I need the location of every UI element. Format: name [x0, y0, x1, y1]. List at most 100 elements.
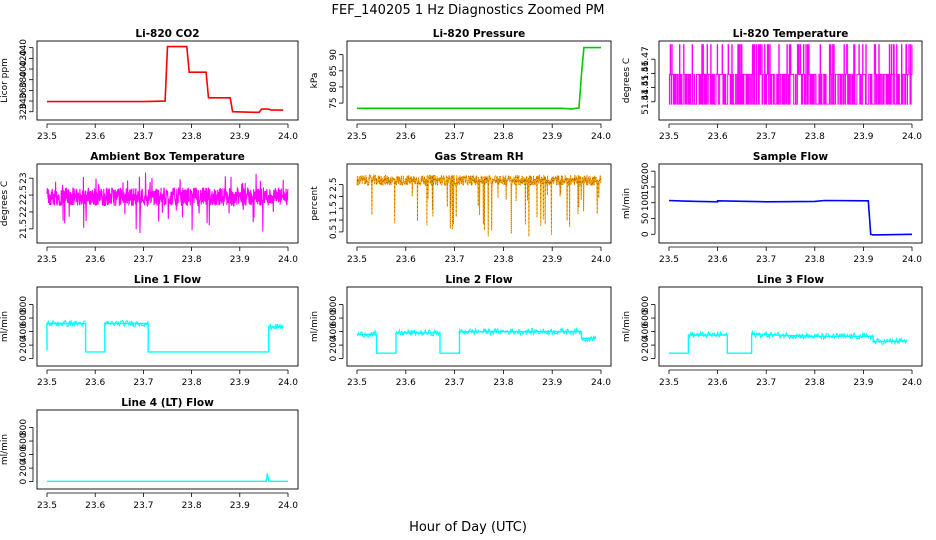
x-axis: 23.5 23.6 23.7 23.8 23.9 24.0: [37, 246, 298, 265]
series-group: [356, 173, 602, 237]
y-tick-label: 400: [641, 323, 651, 340]
panel-4: Ambient Box Temperature 23.5 23.6 23.7 23.8 2…: [0, 151, 299, 265]
series-group: [47, 45, 284, 114]
x-tick-label: 23.5: [37, 132, 57, 142]
x-axis: 23.5 23.6 23.7 23.8 23.9 24.0: [659, 246, 922, 265]
panel-title: Line 3 Flow: [757, 274, 824, 286]
y-tick-label: 800: [641, 296, 651, 313]
plot-frame: [658, 286, 923, 367]
y-tick-label: 51.47: [641, 46, 651, 72]
y-tick-label: 800: [19, 419, 29, 436]
y-tick-label: 51.46: [641, 60, 651, 86]
x-tick-label: 23.5: [37, 255, 57, 265]
x-tick-label: 23.5: [347, 378, 367, 388]
y-tick-label: 380: [19, 71, 29, 88]
y-axis-label: ml/min: [310, 311, 320, 342]
series-line: [47, 473, 288, 482]
y-tick-label: 2.5: [329, 177, 339, 191]
series-line: [668, 44, 913, 105]
series-noise: [46, 319, 284, 332]
y-tick-label: 600: [641, 309, 651, 326]
plot-frame: [346, 40, 612, 121]
y-tick-label: 440: [19, 39, 29, 56]
x-axis: 23.5 23.6 23.7 23.8 23.9 24.0: [659, 123, 922, 142]
y-tick-label: 320: [19, 103, 29, 120]
y-tick-label: 23: [19, 172, 29, 183]
panel-title: Li-820 Pressure: [433, 28, 526, 40]
y-tick-label: 400: [329, 323, 339, 340]
x-tick-label: 24.0: [591, 378, 611, 388]
plot-frame: [36, 40, 299, 121]
x-tick-label: 23.7: [133, 132, 153, 142]
y-tick-label: 90: [329, 49, 339, 61]
y-tick-label: 200: [19, 336, 29, 353]
x-tick-label: 23.8: [493, 132, 513, 142]
x-tick-label: 23.5: [659, 255, 679, 265]
x-tick-label: 23.9: [853, 132, 873, 142]
x-tick-label: 23.6: [396, 132, 416, 142]
y-axis-label: ml/min: [0, 434, 10, 465]
chart-panels: Li-820 CO2 23.5 23.6 23.7 23.8 23.9 24.0 320340…: [0, 28, 923, 511]
x-tick-label: 23.9: [230, 255, 250, 265]
y-axis-label: Licor ppm: [0, 58, 10, 103]
series-group: [356, 326, 597, 354]
y-axis: 75 80 85 90: [329, 49, 344, 109]
x-tick-label: 23.9: [853, 255, 873, 265]
y-axis: 0.5 1 1.52 2.5: [329, 177, 344, 239]
y-tick-label: 150: [641, 178, 651, 195]
x-tick-label: 24.0: [902, 255, 922, 265]
y-axis-label: kPa: [310, 73, 320, 89]
x-tick-label: 23.9: [542, 255, 562, 265]
y-tick-label: 0: [329, 355, 339, 361]
panel-6: Sample Flow 23.5 23.6 23.7 23.8 23.9 24.0 0 5010…: [622, 151, 923, 265]
x-tick-label: 23.5: [659, 378, 679, 388]
x-tick-label: 24.0: [591, 132, 611, 142]
series-group: [668, 199, 913, 236]
figure-xlabel: Hour of Day (UTC): [409, 520, 527, 535]
y-tick-label: 200: [641, 336, 651, 353]
panel-7: Line 1 Flow 23.5 23.6 23.7 23.8 23.9 24.0 0 2004…: [0, 274, 299, 388]
x-tick-label: 23.5: [37, 378, 57, 388]
x-tick-label: 23.7: [133, 378, 153, 388]
plot-frame: [658, 163, 923, 244]
x-tick-label: 23.6: [85, 132, 105, 142]
x-tick-label: 24.0: [591, 255, 611, 265]
y-tick-label: 51.44: [641, 89, 651, 115]
x-tick-label: 23.8: [805, 378, 825, 388]
series-group: [46, 172, 289, 234]
y-tick-label: 200: [641, 162, 651, 179]
panel-title: Ambient Box Temperature: [90, 151, 245, 163]
x-tick-label: 23.7: [133, 255, 153, 265]
x-tick-label: 23.6: [85, 378, 105, 388]
x-tick-label: 23.5: [659, 132, 679, 142]
x-tick-label: 23.8: [805, 255, 825, 265]
plot-frame: [658, 40, 923, 121]
x-tick-label: 23.7: [133, 501, 153, 511]
panel-title: Li-820 Temperature: [733, 28, 849, 40]
panel-2: Li-820 Pressure 23.5 23.6 23.7 23.8 23.9 24.0 7…: [310, 28, 612, 142]
x-tick-label: 23.8: [493, 378, 513, 388]
x-tick-label: 23.6: [708, 132, 728, 142]
series-line: [46, 322, 284, 353]
x-tick-label: 24.0: [902, 132, 922, 142]
y-tick-label: 80: [329, 81, 339, 93]
x-tick-label: 23.6: [396, 378, 416, 388]
y-tick-label: 75: [329, 97, 339, 108]
y-tick-label: 22: [19, 206, 29, 217]
y-axis-label: ml/min: [622, 311, 632, 342]
x-tick-label: 23.9: [542, 378, 562, 388]
y-axis-label: ml/min: [0, 311, 10, 342]
x-axis: 23.5 23.6 23.7 23.8 23.9 24.0: [37, 369, 298, 388]
x-tick-label: 23.8: [182, 378, 202, 388]
x-tick-label: 23.7: [445, 255, 465, 265]
series-line: [46, 172, 289, 234]
y-axis-label: degrees C: [0, 181, 10, 226]
x-tick-label: 23.5: [347, 132, 367, 142]
y-tick-label: 0: [641, 355, 651, 361]
